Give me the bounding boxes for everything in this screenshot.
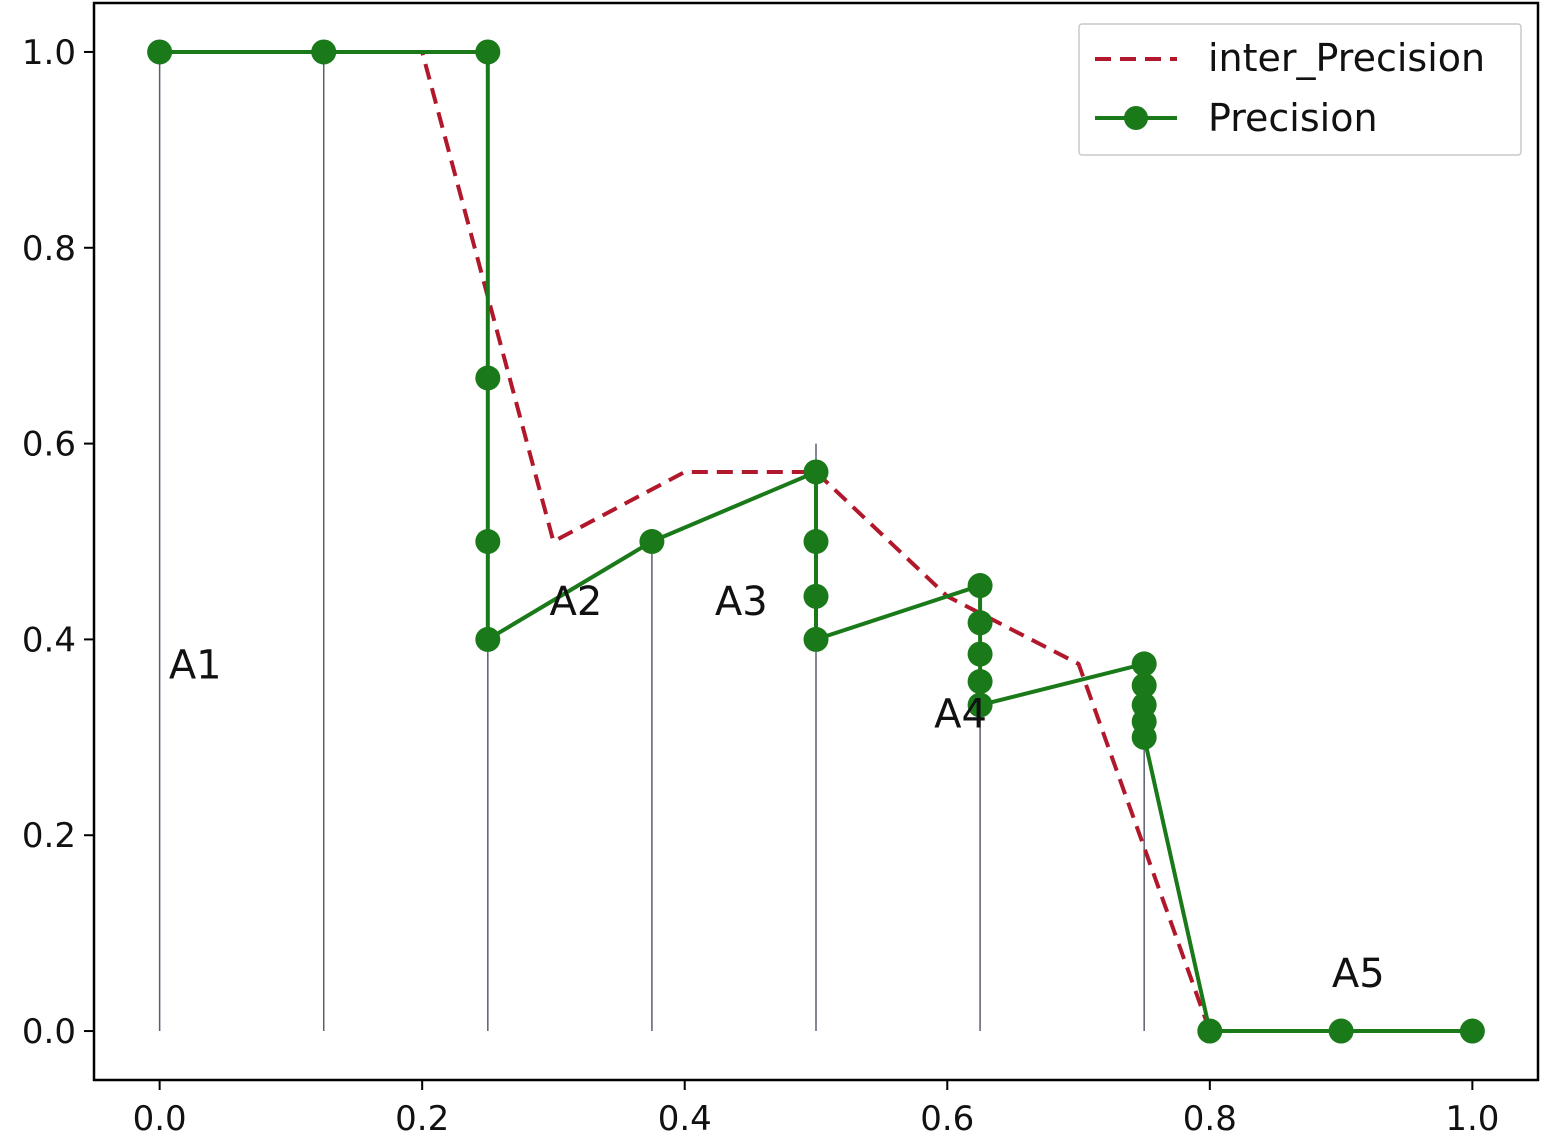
point-precision-16	[1131, 651, 1157, 677]
point-precision-9	[803, 583, 829, 609]
y-tick-label-2: 0.4	[22, 620, 76, 660]
point-precision-0	[147, 39, 173, 65]
x-axis-ticks: 0.0 0.2 0.4 0.6 0.8 1.0	[133, 1080, 1499, 1139]
legend-box	[1078, 23, 1522, 156]
y-tick-label-5: 1.0	[22, 33, 76, 73]
annotation-a3: A3	[715, 579, 768, 625]
point-precision-12	[967, 610, 993, 636]
y-tick-label-1: 0.2	[22, 816, 76, 856]
y-tick-label-0: 0.0	[22, 1012, 76, 1052]
x-tick-label-2: 0.4	[658, 1099, 712, 1139]
point-precision-8	[803, 529, 829, 554]
point-precision-14	[967, 669, 993, 695]
point-precision-6	[639, 529, 665, 554]
point-precision-17	[1131, 672, 1157, 698]
series-layer	[147, 39, 1485, 1044]
legend-label-precision: Precision	[1208, 96, 1378, 140]
y-tick-label-3: 0.6	[22, 425, 76, 465]
point-precision-5	[475, 626, 501, 652]
legend-marker-precision	[1124, 106, 1148, 130]
point-precision-10	[803, 626, 829, 652]
point-precision-20	[1131, 724, 1157, 750]
point-precision-21	[1197, 1018, 1223, 1044]
point-precision-7	[803, 459, 829, 485]
legend-label-inter-precision: inter_Precision	[1208, 36, 1485, 80]
point-precision-15	[967, 692, 993, 718]
x-tick-label-0: 0.0	[133, 1099, 187, 1139]
annotation-a4: A4	[934, 692, 987, 738]
annotation-a5: A5	[1332, 951, 1385, 997]
point-precision-4	[475, 529, 501, 554]
x-tick-label-5: 1.0	[1445, 1099, 1499, 1139]
point-precision-22	[1328, 1018, 1354, 1044]
point-precision-1	[311, 39, 337, 65]
legend: inter_Precision Precision	[1078, 23, 1522, 156]
point-precision-13	[967, 641, 993, 667]
point-precision-3	[475, 365, 501, 391]
x-tick-label-1: 0.2	[395, 1099, 449, 1139]
y-axis-ticks: 0.0 0.2 0.4 0.6 0.8 1.0	[22, 33, 94, 1052]
annotations: A1 A2 A3 A4 A5	[169, 579, 1385, 997]
annotation-a1: A1	[169, 643, 222, 689]
x-tick-label-4: 0.8	[1183, 1099, 1237, 1139]
annotation-a2: A2	[550, 579, 603, 625]
point-precision-23	[1459, 1018, 1485, 1044]
x-tick-label-3: 0.6	[920, 1099, 974, 1139]
point-precision-11	[967, 573, 993, 599]
point-precision-2	[475, 39, 501, 65]
plot-frame	[92, 1, 1540, 1082]
y-tick-label-4: 0.8	[22, 229, 76, 269]
